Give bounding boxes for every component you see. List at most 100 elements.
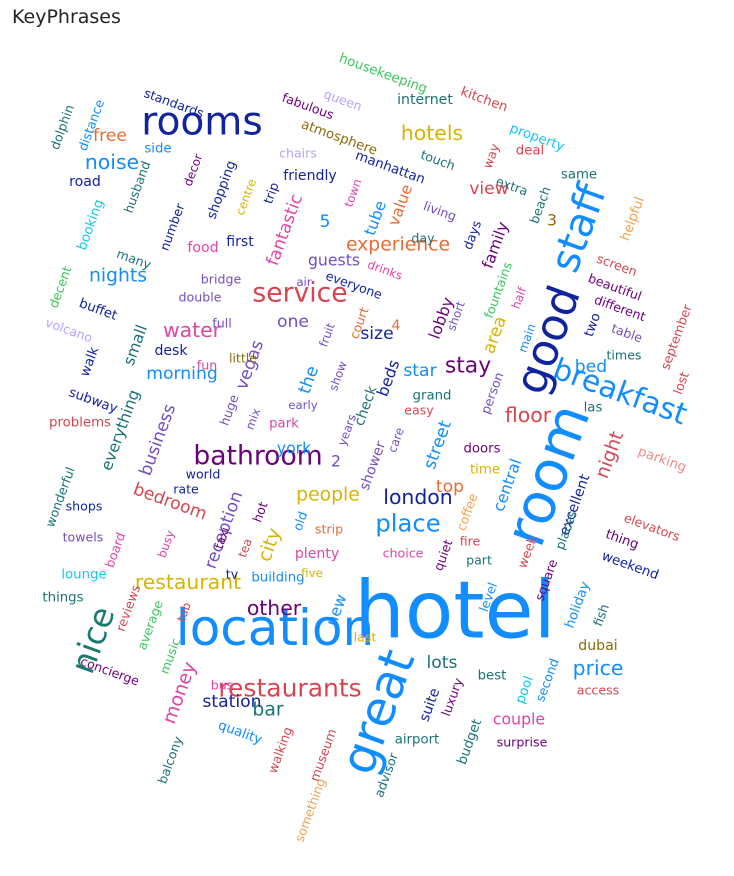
word-size[interactable]: size	[360, 324, 393, 344]
word-star[interactable]: star	[403, 361, 437, 381]
word-mix[interactable]: mix	[243, 406, 264, 431]
word-hotel[interactable]: hotel	[354, 564, 555, 657]
word-top[interactable]: top	[436, 477, 464, 497]
word-price[interactable]: price	[573, 656, 624, 680]
word-city[interactable]: city	[254, 525, 285, 564]
word-strip[interactable]: strip	[315, 522, 343, 537]
word-number[interactable]: number	[157, 201, 188, 253]
word-place[interactable]: place	[375, 509, 440, 538]
word-september[interactable]: september	[657, 302, 695, 372]
word-buffet[interactable]: buffet	[77, 296, 119, 324]
word-air[interactable]: air	[296, 275, 312, 289]
word-decent[interactable]: decent	[46, 264, 75, 310]
word-las[interactable]: las	[584, 401, 603, 416]
word-one[interactable]: one	[277, 312, 309, 332]
word-dubai[interactable]: dubai	[578, 638, 617, 654]
word-drinks[interactable]: drinks	[366, 257, 405, 282]
word-thing[interactable]: thing	[603, 527, 640, 553]
word-4[interactable]: 4	[392, 318, 401, 334]
word-times[interactable]: times	[606, 348, 641, 363]
word-bus[interactable]: bus	[211, 678, 234, 693]
word-station[interactable]: station	[202, 692, 261, 712]
word-coffee[interactable]: coffee	[453, 491, 480, 533]
word-2[interactable]: 2	[331, 452, 341, 471]
word-5[interactable]: 5	[320, 212, 331, 232]
word-helpful[interactable]: helpful	[618, 195, 648, 243]
word-other[interactable]: other	[247, 596, 302, 620]
word-road[interactable]: road	[69, 174, 101, 190]
word-something[interactable]: something	[292, 776, 329, 844]
word-volcano[interactable]: volcano	[43, 315, 94, 346]
word-plenty[interactable]: plenty	[295, 546, 339, 562]
word-fountains[interactable]: fountains	[481, 260, 515, 320]
word-suite[interactable]: suite	[417, 686, 444, 724]
word-shops[interactable]: shops	[66, 499, 103, 514]
word-fire[interactable]: fire	[460, 534, 481, 549]
word-doors[interactable]: doors	[463, 442, 500, 457]
word-water[interactable]: water	[163, 318, 222, 342]
word-decor[interactable]: decor	[181, 152, 206, 188]
word-walking[interactable]: walking	[265, 725, 296, 776]
word-choice[interactable]: choice	[383, 546, 424, 561]
word-quality[interactable]: quality	[216, 718, 264, 748]
word-desk[interactable]: desk	[154, 343, 188, 359]
word-second[interactable]: second	[532, 656, 561, 703]
word-side[interactable]: side	[144, 142, 171, 157]
word-surprise[interactable]: surprise	[497, 735, 548, 750]
word-board[interactable]: board	[102, 530, 129, 569]
word-full[interactable]: full	[212, 316, 231, 331]
word-old[interactable]: old	[290, 509, 311, 532]
word-housekeeping[interactable]: housekeeping	[337, 51, 429, 97]
word-dolphin[interactable]: dolphin	[47, 103, 77, 152]
word-experience[interactable]: experience	[346, 235, 450, 256]
word-fun[interactable]: fun	[197, 358, 217, 373]
word-deal[interactable]: deal	[516, 144, 544, 159]
word-food[interactable]: food	[187, 240, 218, 256]
word-london[interactable]: london	[383, 485, 452, 509]
word-fish[interactable]: fish	[590, 602, 612, 628]
word-view[interactable]: view	[469, 179, 509, 199]
word-way[interactable]: way	[480, 141, 503, 171]
word-budget[interactable]: budget	[455, 717, 485, 766]
word-people[interactable]: people	[296, 485, 360, 506]
word-things[interactable]: things	[42, 591, 83, 606]
word-two[interactable]: two	[582, 311, 604, 339]
word-building[interactable]: building	[251, 571, 304, 586]
word-hot[interactable]: hot	[249, 500, 270, 525]
word-living[interactable]: living	[421, 198, 458, 224]
word-bathroom[interactable]: bathroom	[193, 441, 322, 472]
word-floor[interactable]: floor	[505, 403, 552, 427]
word-lots[interactable]: lots	[427, 653, 458, 673]
word-balcony[interactable]: balcony	[155, 734, 186, 786]
word-towels[interactable]: towels	[63, 530, 104, 545]
word-reviews[interactable]: reviews	[113, 583, 144, 633]
word-show[interactable]: show	[326, 359, 350, 393]
word-kitchen[interactable]: kitchen	[458, 85, 509, 116]
word-service[interactable]: service	[252, 278, 347, 309]
word-average[interactable]: average	[134, 598, 166, 652]
word-weekend[interactable]: weekend	[599, 549, 660, 583]
word-friendly[interactable]: friendly	[283, 168, 336, 184]
word-town[interactable]: town	[341, 177, 364, 209]
word-table[interactable]: table	[609, 320, 644, 345]
word-nights[interactable]: nights	[89, 266, 147, 287]
word-stay[interactable]: stay	[445, 354, 491, 379]
word-wonderful[interactable]: wonderful	[42, 465, 78, 529]
word-half[interactable]: half	[509, 284, 530, 310]
word-tea[interactable]: tea	[235, 537, 255, 560]
word-parking[interactable]: parking	[636, 444, 688, 475]
word-early[interactable]: early	[288, 398, 318, 412]
word-the[interactable]: the	[295, 363, 323, 396]
word-bridge[interactable]: bridge	[201, 272, 242, 287]
word-first[interactable]: first	[226, 234, 254, 250]
word-restaurant[interactable]: restaurant	[135, 570, 241, 594]
word-location[interactable]: location	[176, 599, 374, 657]
word-double[interactable]: double	[179, 290, 222, 305]
word-tv[interactable]: tv	[226, 567, 239, 582]
word-free[interactable]: free	[93, 126, 127, 146]
word-york[interactable]: york	[277, 439, 312, 458]
word-guests[interactable]: guests	[308, 251, 360, 270]
word-huge[interactable]: huge	[217, 392, 242, 427]
word-great[interactable]: great	[330, 642, 426, 781]
word-world[interactable]: world	[186, 467, 221, 482]
